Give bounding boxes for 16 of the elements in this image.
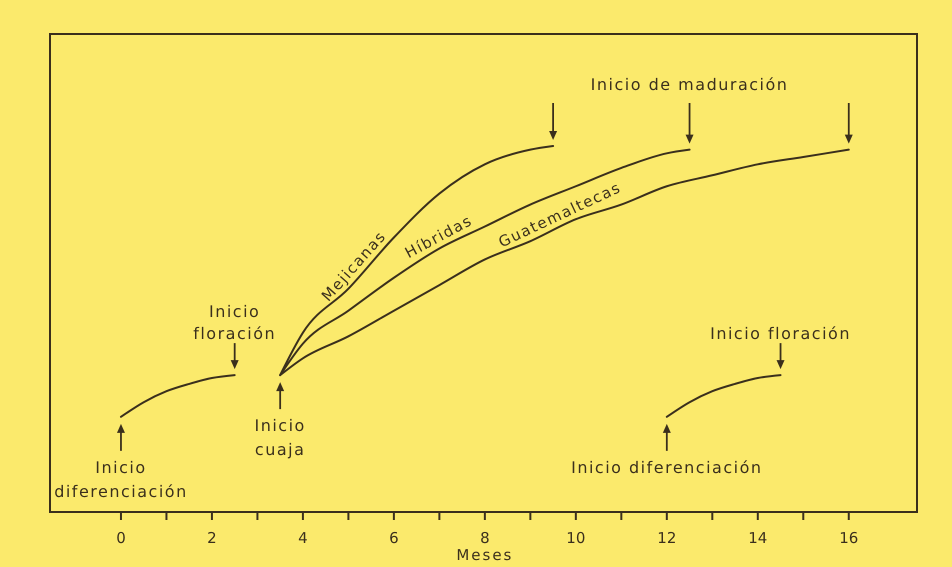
annotation: Inicio diferenciación [54, 458, 188, 501]
x-axis-title: Meses [456, 546, 514, 564]
x-tick-label: 2 [207, 529, 217, 547]
annotation: Inicio diferenciación [571, 458, 763, 477]
x-tick-label: 16 [839, 529, 858, 547]
x-tick-label: 14 [748, 529, 768, 547]
annotation: Inicio floración [710, 324, 851, 344]
annotation: Inicio cuaja [254, 416, 306, 460]
text: Inicio de maduración [590, 75, 788, 94]
annotation: Inicio floración [193, 302, 276, 344]
x-tick-label: 6 [389, 529, 399, 547]
x-tick-label: 0 [116, 529, 126, 547]
x-tick-label: 12 [657, 529, 676, 547]
x-tick-label: 8 [480, 529, 490, 547]
x-tick-label: 4 [298, 529, 308, 547]
x-tick-label: 10 [566, 529, 586, 547]
